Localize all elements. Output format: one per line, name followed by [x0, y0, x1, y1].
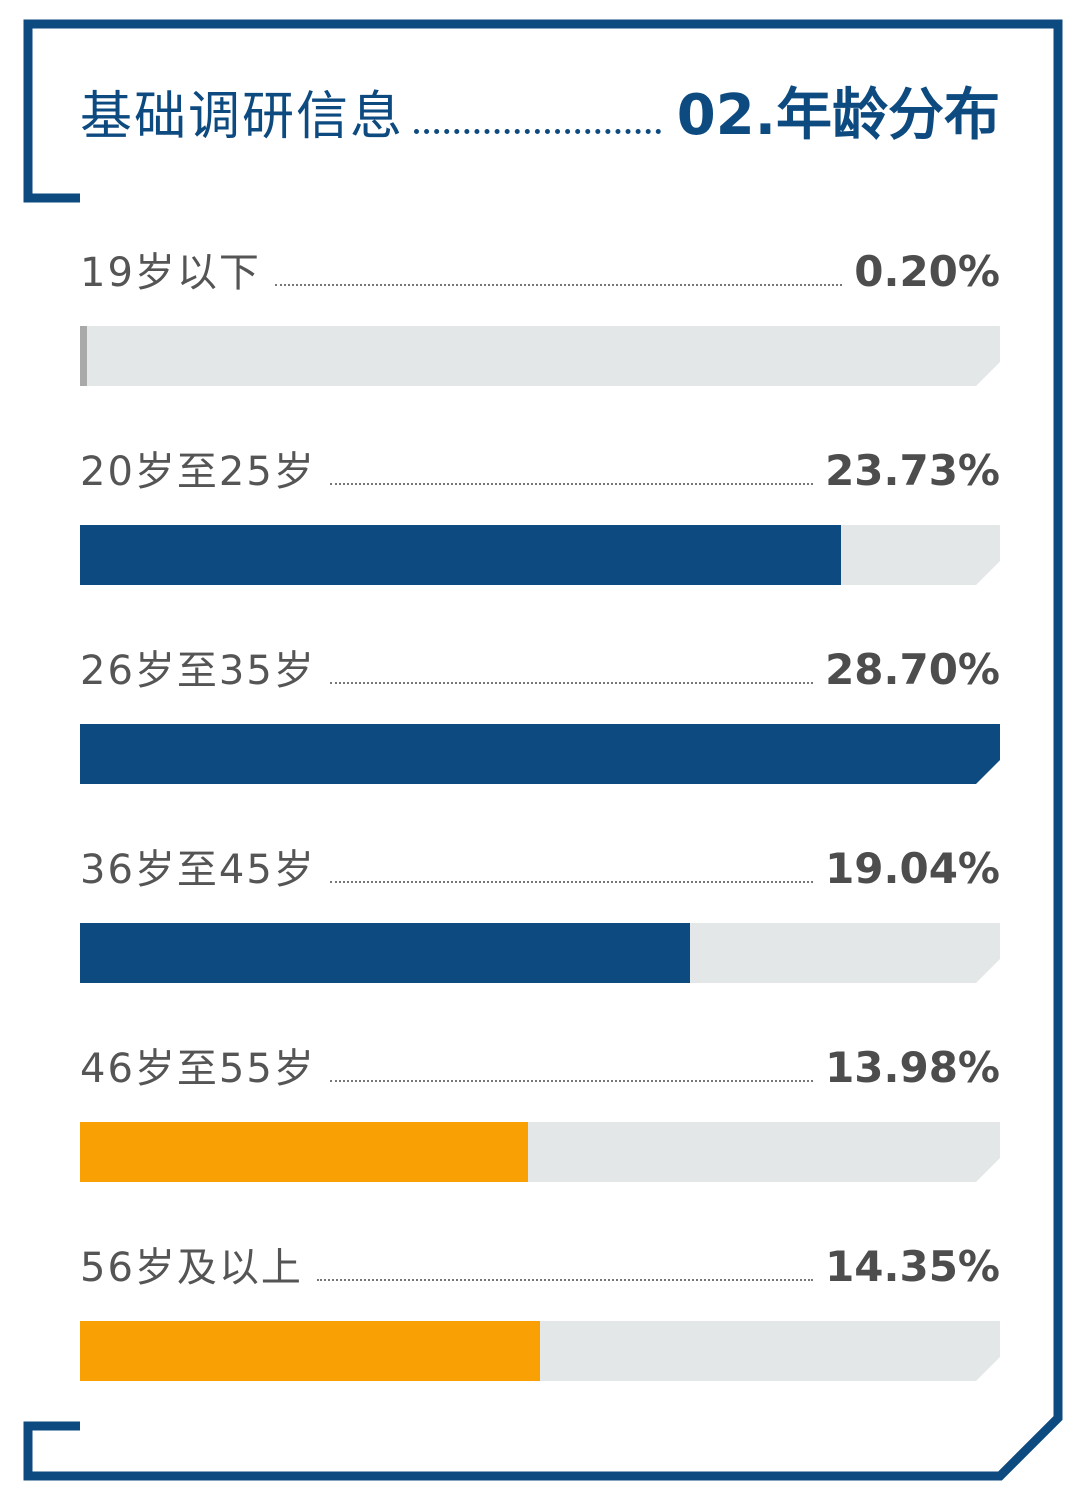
dot-leader — [329, 483, 814, 485]
bar — [80, 525, 841, 585]
bar-track — [80, 1122, 1000, 1182]
bar-track — [80, 525, 1000, 585]
bar-track — [80, 724, 1000, 784]
dot-leader — [329, 1080, 814, 1082]
dot-leader — [316, 1279, 814, 1281]
category-label: 26岁至35岁 — [80, 648, 316, 694]
category-label: 46岁至55岁 — [80, 1046, 316, 1092]
bar — [80, 1321, 540, 1381]
value-label: 14.35% — [825, 1242, 1000, 1291]
bar — [80, 1122, 528, 1182]
category-label: 20岁至25岁 — [80, 449, 316, 495]
value-label: 19.04% — [825, 844, 1000, 893]
bar-row: 19岁以下 0.20% — [80, 240, 1000, 386]
bar-track — [80, 326, 1000, 386]
bar — [80, 724, 1000, 784]
value-label: 28.70% — [825, 645, 1000, 694]
dot-leader — [329, 682, 814, 684]
value-label: 23.73% — [825, 446, 1000, 495]
bar — [80, 326, 87, 386]
header-dot-leader — [414, 129, 661, 134]
dot-leader — [329, 881, 814, 883]
bar-row: 20岁至25岁 23.73% — [80, 439, 1000, 585]
bar-track — [80, 923, 1000, 983]
category-label: 19岁以下 — [80, 250, 261, 296]
bar-row: 56岁及以上 14.35% — [80, 1235, 1000, 1381]
chart-title: 02.年龄分布 — [676, 83, 1000, 148]
bar — [80, 923, 690, 983]
value-label: 0.20% — [854, 247, 1000, 296]
bar-row: 46岁至55岁 13.98% — [80, 1036, 1000, 1182]
category-label: 36岁至45岁 — [80, 847, 316, 893]
section-title: 基础调研信息 — [80, 87, 405, 147]
dot-leader — [274, 284, 843, 286]
chart-header: 基础调研信息 02.年龄分布 — [80, 70, 1000, 150]
value-label: 13.98% — [825, 1043, 1000, 1092]
category-label: 56岁及以上 — [80, 1245, 303, 1291]
bar-row: 36岁至45岁 19.04% — [80, 837, 1000, 983]
bar-track — [80, 1321, 1000, 1381]
bar-row: 26岁至35岁 28.70% — [80, 638, 1000, 784]
